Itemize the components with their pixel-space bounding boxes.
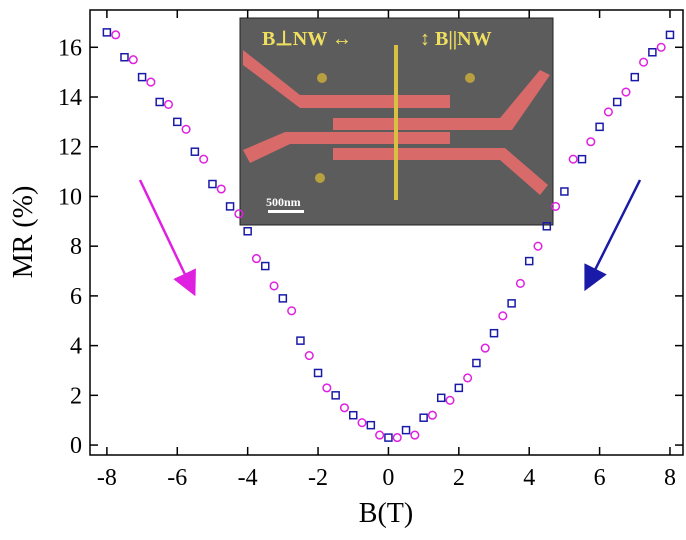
data-point [199, 154, 209, 164]
data-point [128, 55, 138, 65]
data-point [665, 30, 675, 40]
x-axis-label: B(T) [359, 498, 413, 529]
data-point [454, 383, 464, 393]
y-tick-label: 4 [70, 334, 82, 360]
data-point [472, 358, 481, 368]
data-point [419, 413, 428, 422]
data-point [560, 187, 569, 196]
x-tick-label: 0 [382, 465, 394, 491]
data-point [375, 430, 385, 440]
sweep-arrow [584, 179, 642, 292]
x-tick-label: 6 [594, 465, 606, 491]
data-point [296, 336, 305, 345]
data-point [392, 433, 402, 443]
data-point [155, 97, 164, 107]
data-point [410, 430, 420, 440]
data-point [542, 222, 552, 231]
y-tick-label: 16 [58, 35, 82, 61]
data-point [621, 87, 631, 97]
y-tick-label: 10 [58, 184, 82, 210]
data-point [304, 351, 314, 361]
data-point [603, 107, 613, 117]
data-point [357, 418, 367, 428]
data-point [384, 433, 393, 442]
y-tick-label: 14 [58, 85, 82, 111]
data-point [489, 328, 499, 338]
data-point [146, 77, 156, 87]
x-tick-label: 8 [664, 465, 676, 491]
data-point [251, 254, 262, 264]
plot-frame [89, 9, 684, 456]
data-point [313, 368, 323, 378]
data-point [427, 410, 437, 420]
y-tick-label: 0 [70, 433, 82, 459]
data-point [498, 311, 508, 321]
data-point [401, 425, 411, 435]
data-point [208, 179, 217, 189]
data-point [595, 122, 604, 132]
data-point [102, 28, 112, 37]
data-point [445, 395, 455, 405]
data-point [234, 209, 244, 219]
inset-scale-label: 500nm [266, 195, 301, 209]
data-point [639, 57, 649, 67]
data-point [568, 154, 578, 164]
data-point [612, 97, 622, 107]
data-point [173, 117, 182, 127]
data-point [507, 299, 516, 308]
data-point [480, 343, 490, 353]
y-tick-label: 2 [70, 383, 82, 409]
y-axis-label: MR (%) [8, 186, 39, 279]
data-point [463, 373, 473, 383]
inset-label: ↕ B||NW [420, 28, 492, 50]
data-point [348, 410, 358, 420]
data-point [181, 124, 191, 134]
x-tick-label: -8 [97, 465, 117, 491]
data-point [278, 294, 288, 303]
data-point [656, 42, 666, 52]
data-point [577, 154, 587, 164]
x-tick-label: 2 [453, 465, 465, 491]
inset-image [239, 17, 554, 226]
data-point [322, 383, 332, 393]
data-point [287, 306, 297, 316]
data-point [339, 403, 349, 413]
data-point [243, 227, 252, 236]
data-point [190, 147, 200, 156]
data-point [533, 241, 543, 251]
data-point [331, 391, 340, 400]
data-point [111, 30, 121, 40]
x-tick-label: 4 [523, 465, 535, 491]
data-point [137, 72, 147, 82]
y-tick-label: 6 [70, 284, 82, 310]
data-point [261, 261, 270, 271]
data-point [225, 202, 235, 211]
data-point [436, 393, 446, 403]
data-point [586, 137, 596, 147]
data-point [648, 48, 657, 57]
data-point [515, 278, 525, 289]
data-point [269, 281, 279, 291]
x-tick-label: -2 [308, 465, 328, 491]
data-point [551, 201, 561, 211]
y-tick-label: 8 [70, 234, 82, 260]
inset-label: B⊥NW ↔ [262, 28, 352, 50]
data-point [120, 52, 129, 62]
y-tick-label: 12 [58, 135, 82, 161]
x-tick-label: -4 [238, 465, 258, 491]
x-tick-label: -6 [167, 465, 187, 491]
data-point [216, 184, 226, 194]
data-point [366, 420, 376, 430]
data-point [524, 256, 534, 266]
data-point [630, 72, 640, 82]
data-point [163, 99, 174, 110]
sweep-arrow [138, 179, 196, 297]
